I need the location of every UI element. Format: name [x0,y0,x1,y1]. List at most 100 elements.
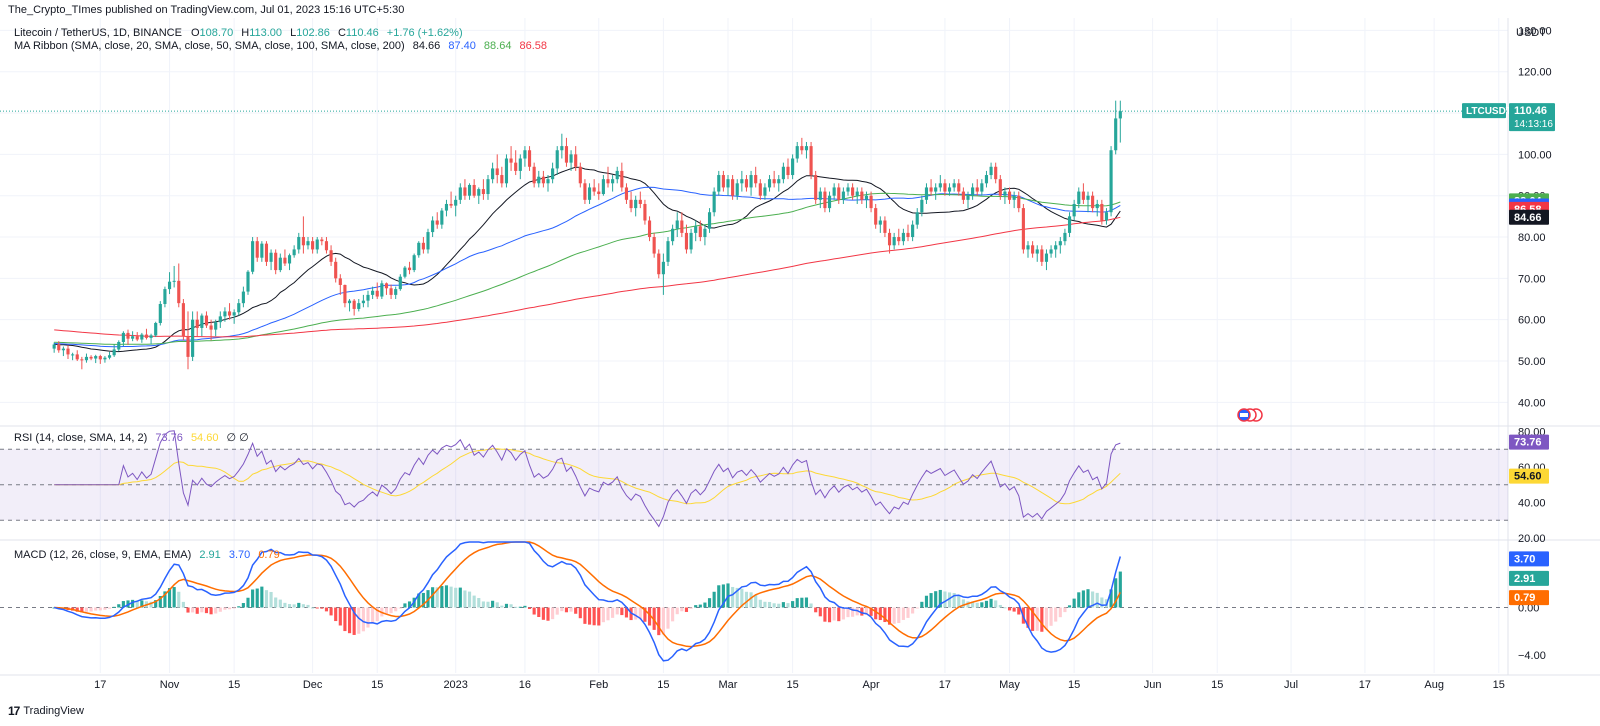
trading-chart[interactable]: 17 Nov 15 Dec 15 2023 16 Feb 15 Mar 15 Apr 17 May 15 Ju… [0,18,1600,718]
candle [938,183,942,188]
macd-histogram-bar [869,607,873,616]
macd-histogram-bar [209,607,213,615]
macd-histogram-bar [237,606,241,608]
candle [532,166,536,184]
candle [444,203,449,211]
macd-histogram-bar [421,592,425,608]
macd-histogram-bar [255,588,259,608]
x-tick-label: 15 [1068,679,1080,691]
candle [666,241,670,262]
candle [809,146,813,176]
macd-histogram-bar [384,607,389,614]
macd-histogram-bar [394,607,398,612]
macd-histogram-bar [227,607,232,610]
macd-histogram-bar [721,584,725,608]
macd-histogram-bar [1091,591,1095,608]
candle [500,175,504,184]
candle [320,239,324,242]
candle [274,252,278,271]
candle [407,267,412,271]
candle [495,168,499,176]
macd-histogram-bar [107,607,112,609]
macd-histogram-bar [560,607,564,612]
macd-histogram-bar [435,587,439,608]
candle [887,232,892,246]
candle [297,237,301,250]
sma-50-line [54,186,1121,348]
candle [191,319,195,357]
macd-histogram-bar [541,607,545,620]
macd-tick-label: 0.00 [1518,603,1539,615]
macd-histogram-bar [89,607,93,612]
ma20-value: 84.66 [413,40,441,52]
candle [897,237,901,242]
footer-brand[interactable]: TradingView [23,705,84,717]
publisher-title: The_Crypto_TImes published on TradingVie… [8,4,405,16]
candle [523,150,527,159]
candle [901,232,905,242]
macd-histogram-bar [555,607,559,615]
candle [472,184,476,196]
macd-histogram-bar [260,586,264,608]
macd-histogram-bar [924,595,929,608]
macd-histogram-bar [731,586,735,608]
countdown-tag: 14:13:16 [1514,119,1553,130]
macd-histogram-bar [814,607,818,613]
candle [721,175,725,188]
candle [324,241,329,251]
candle [421,242,425,250]
rsi-ma-line [54,448,1121,505]
candle [357,303,361,309]
candle [652,237,656,254]
candle [186,336,190,357]
x-tick-label: 15 [786,679,798,691]
candle [980,183,984,192]
macd-histogram-bar [1109,589,1113,608]
candle [463,187,467,196]
macd-histogram-bar [781,602,785,608]
macd-histogram-bar [966,601,970,608]
macd-histogram-bar [883,607,887,623]
macd-histogram-bar [1067,605,1072,608]
candle [121,332,125,342]
macd-histogram-bar [338,607,342,626]
candle [440,210,444,225]
candle [214,322,218,330]
candle [301,237,305,246]
macd-histogram-bar [606,607,610,621]
macd-histogram-bar [980,602,984,608]
candle [1104,212,1109,221]
candle [583,183,587,200]
macd-pane [0,541,1508,662]
macd-histogram-bar [726,583,730,608]
candle [731,179,735,196]
candle [84,356,89,361]
candle [726,179,730,188]
candle [435,220,439,225]
macd-histogram-bar [158,595,162,608]
currency-label[interactable]: USDT [1516,27,1546,39]
candle [758,183,762,196]
price-tick-label: 130.00 [1518,25,1552,37]
macd-histogram-bar [777,603,781,608]
candle [527,150,532,167]
macd-histogram-bar [897,607,901,623]
candle [403,267,407,277]
candle [569,154,573,163]
ohlc-open: 108.70 [200,27,234,39]
candle [611,179,615,184]
rsi-ma-price-tag: 54.60 [1514,471,1542,483]
macd-histogram-bar [717,585,721,608]
events-icon[interactable] [1237,408,1263,422]
candle [477,189,481,196]
candle [929,187,933,192]
macd-histogram-bar [551,607,555,620]
candle [597,191,601,195]
ticker-tag: LTCUSDT [1466,106,1512,117]
candle [491,168,495,180]
macd-histogram-bar [177,591,181,608]
candle [1118,111,1122,119]
candle [311,241,315,250]
macd-histogram-bar [352,607,356,635]
macd-histogram-bar [671,607,675,622]
